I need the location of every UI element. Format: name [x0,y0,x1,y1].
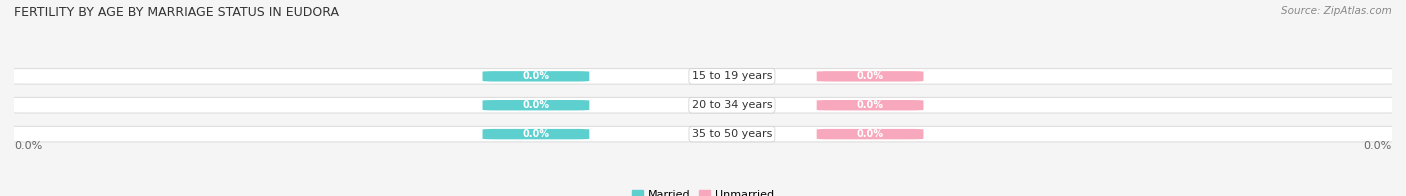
FancyBboxPatch shape [0,69,1406,84]
Text: 0.0%: 0.0% [14,142,42,152]
Text: 0.0%: 0.0% [523,71,550,81]
Text: 35 to 50 years: 35 to 50 years [692,129,772,139]
Text: 0.0%: 0.0% [1364,142,1392,152]
FancyBboxPatch shape [0,126,1406,142]
Text: 0.0%: 0.0% [856,100,883,110]
Text: FERTILITY BY AGE BY MARRIAGE STATUS IN EUDORA: FERTILITY BY AGE BY MARRIAGE STATUS IN E… [14,6,339,19]
Text: 20 to 34 years: 20 to 34 years [692,100,772,110]
FancyBboxPatch shape [817,100,924,110]
Text: 0.0%: 0.0% [856,71,883,81]
Text: 15 to 19 years: 15 to 19 years [692,71,772,81]
Text: 0.0%: 0.0% [523,129,550,139]
FancyBboxPatch shape [482,100,589,110]
Text: Source: ZipAtlas.com: Source: ZipAtlas.com [1281,6,1392,16]
FancyBboxPatch shape [817,71,924,82]
FancyBboxPatch shape [0,97,1406,113]
Legend: Married, Unmarried: Married, Unmarried [627,185,779,196]
Text: 0.0%: 0.0% [856,129,883,139]
FancyBboxPatch shape [817,129,924,139]
FancyBboxPatch shape [482,129,589,139]
Text: 0.0%: 0.0% [523,100,550,110]
FancyBboxPatch shape [482,71,589,82]
